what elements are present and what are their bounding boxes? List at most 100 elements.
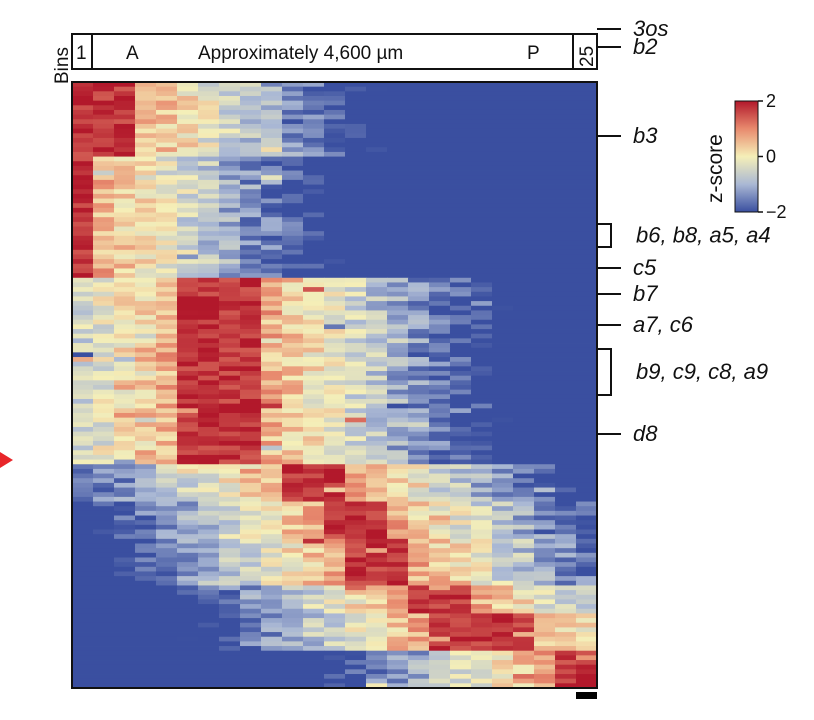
heatmap-cell [576,184,598,190]
heatmap-cell [450,664,472,670]
heatmap-cell [408,198,430,204]
heatmap-cell [114,338,136,344]
heatmap-cell [303,371,325,377]
heatmap-cell [177,371,199,377]
heatmap-cell [282,389,304,395]
heatmap-cell [450,468,472,474]
heatmap-cell [240,599,262,605]
heatmap-cell [303,394,325,400]
heatmap-cell [156,287,178,293]
heatmap-cell [429,352,451,358]
heatmap-cell [198,371,220,377]
heatmap-cell [198,273,220,279]
heatmap-cell [492,287,514,293]
heatmap-cell [471,459,493,465]
heatmap-cell [387,524,409,530]
heatmap-cell [135,221,157,227]
heatmap-cell [135,361,157,367]
heatmap-cell [534,86,556,92]
heatmap-cell [324,361,346,367]
heatmap-cell [387,315,409,321]
heatmap-cell [345,478,367,484]
heatmap-cell [576,305,598,311]
heatmap-cell [93,165,115,171]
heatmap-cell [93,240,115,246]
heatmap-cell [114,496,136,502]
heatmap-cell [114,580,136,586]
heatmap-cell [72,566,94,572]
heatmap-cell [324,282,346,288]
heatmap-cell [156,296,178,302]
heatmap-cell [219,198,241,204]
heatmap-cell [303,91,325,97]
heatmap-cell [555,385,577,391]
heatmap-cell [282,412,304,419]
heatmap-cell [135,319,157,325]
heatmap-cell [93,431,115,437]
heatmap-cell [492,422,514,428]
heatmap-cell [261,189,283,195]
heatmap-cell [555,524,577,530]
heatmap-cell [93,277,115,283]
heatmap-cell [303,604,325,610]
heatmap-cell [219,585,241,591]
heatmap-cell [408,385,430,391]
heatmap-cell [219,440,241,446]
heatmap-cell [72,618,94,624]
heatmap-cell [555,207,577,213]
heatmap-cell [261,82,283,88]
heatmap-cell [261,683,283,689]
heatmap-cell [492,501,514,507]
heatmap-cell [303,161,325,167]
heatmap-cell [429,366,451,372]
heatmap-cell [408,375,430,381]
heatmap-cell [135,268,157,274]
heatmap-cell [303,175,325,181]
heatmap-cell [429,315,451,321]
heatmap-cell [303,165,325,171]
heatmap-cell [177,235,199,241]
heatmap-cell [324,249,346,255]
heatmap-cell [450,529,472,535]
heatmap-cell [303,212,325,218]
heatmap-cell [429,520,451,526]
heatmap-cell [408,520,430,526]
heatmap-cell [303,184,325,190]
heatmap-cell [198,478,220,484]
heatmap-cell [429,412,451,419]
heatmap-cell [366,464,388,470]
heatmap-cell [492,520,514,526]
heatmap-cell [156,119,178,125]
heatmap-cell [492,226,514,232]
heatmap-cell [198,482,220,488]
heatmap-cell [408,282,430,288]
heatmap-cell [114,412,136,419]
heatmap-cell [198,315,220,321]
heatmap-cell [93,91,115,97]
heatmap-cell [219,426,241,433]
heatmap-cell [156,259,178,265]
heatmap-cell [156,510,178,516]
heatmap-cell [366,627,388,633]
heatmap-cell [177,151,199,157]
heatmap-cell [555,165,577,171]
heatmap-cell [219,352,241,358]
heatmap-cell [429,594,451,600]
heatmap-cell [555,137,577,143]
heatmap-cell [408,156,430,162]
heatmap-cell [387,650,409,656]
bin-first-label: 1 [76,43,87,64]
heatmap-cell [240,86,262,92]
heatmap-cell [492,319,514,325]
colorbar-tick-label: 0 [766,147,776,167]
heatmap-cell [135,506,157,512]
heatmap-cell [345,184,367,190]
heatmap-cell [513,650,535,656]
heatmap-cell [387,664,409,670]
heatmap-cell [303,291,325,297]
heatmap-cell [219,669,241,675]
heatmap-cell [471,203,493,209]
heatmap-cell [156,641,178,647]
heatmap-cell [366,240,388,246]
heatmap-cell [93,576,115,582]
